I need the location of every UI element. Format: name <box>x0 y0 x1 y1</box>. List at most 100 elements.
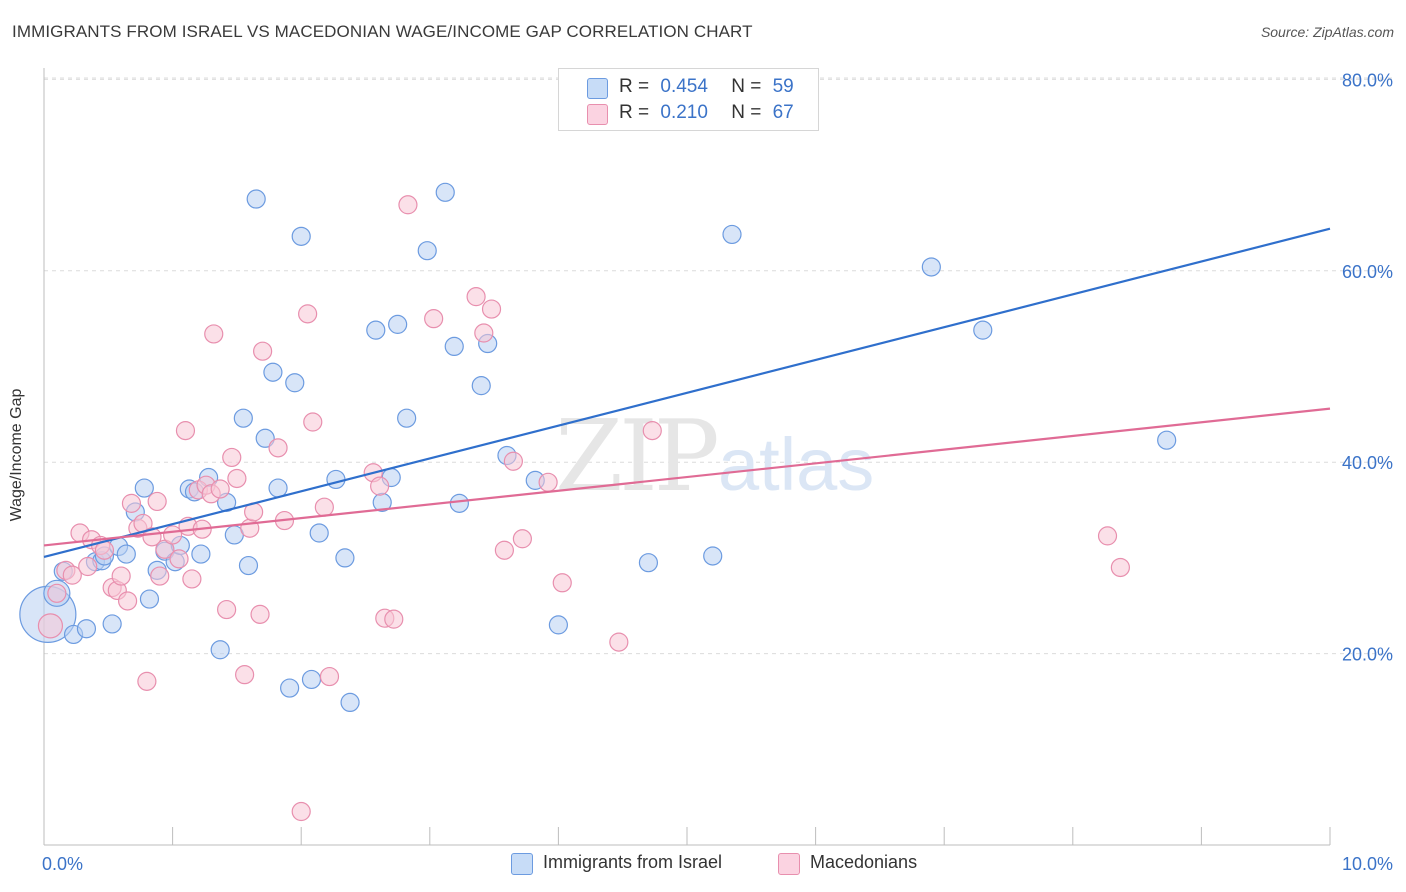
macedonian-point <box>268 438 288 458</box>
legend-r-label: R = <box>619 102 650 123</box>
y-tick-label: 80.0% <box>1342 70 1393 90</box>
macedonian-point <box>424 309 444 329</box>
macedonian-point <box>210 479 230 499</box>
israel-point <box>340 692 360 713</box>
legend-n-value: 59 <box>772 76 794 97</box>
legend: R = 0.454 N = 59 R = 0.210 N = 67 <box>558 68 819 131</box>
points-layer <box>19 182 1177 822</box>
macedonian-point <box>370 476 390 496</box>
israel-point <box>263 362 283 382</box>
macedonian-point <box>182 569 202 589</box>
macedonian-point <box>222 447 242 468</box>
macedonian-point <box>642 421 662 441</box>
israel-point <box>134 478 154 498</box>
israel-point <box>280 678 300 698</box>
macedonian-point <box>314 497 334 517</box>
bottom-legend-swatch-macedonians <box>778 853 800 875</box>
x-tick-label: 10.0% <box>1342 854 1393 874</box>
legend-swatch-macedonians <box>587 104 608 125</box>
legend-n-label: N = <box>731 102 762 123</box>
macedonian-point <box>512 529 532 549</box>
macedonian-point <box>481 299 502 319</box>
macedonian-point <box>291 801 311 822</box>
macedonian-point <box>503 451 523 471</box>
israel-point <box>388 314 408 334</box>
bottom-legend-label-israel: Immigrants from Israel <box>543 852 723 872</box>
macedonian-point <box>384 609 404 629</box>
macedonian-point <box>250 604 270 624</box>
macedonian-point <box>319 666 340 687</box>
macedonian-point <box>175 421 196 441</box>
macedonian-point <box>142 527 162 547</box>
israel-point <box>444 336 464 357</box>
israel-point <box>285 373 305 393</box>
israel-point <box>238 555 259 576</box>
israel-point <box>139 589 160 609</box>
legend-r-label: R = <box>619 76 650 97</box>
chart-title: IMMIGRANTS FROM ISRAEL VS MACEDONIAN WAG… <box>12 22 753 41</box>
macedonian-point <box>47 583 67 603</box>
israel-point <box>366 320 386 340</box>
macedonian-point <box>552 573 572 593</box>
macedonian-point <box>78 556 98 577</box>
israel-point <box>435 182 455 202</box>
macedonian-point <box>117 591 138 611</box>
israel-point <box>973 320 993 340</box>
israel-point <box>255 428 275 448</box>
macedonian-point <box>474 323 494 343</box>
macedonian-point <box>137 671 157 691</box>
israel-trend-line <box>43 227 1331 559</box>
legend-n-value: 67 <box>772 102 794 123</box>
macedonian-point <box>147 491 167 512</box>
watermark-zip: ZIP <box>555 400 717 514</box>
israel-point <box>638 553 659 573</box>
chart-source: Source: ZipAtlas.com <box>1260 24 1394 40</box>
israel-point <box>417 241 437 261</box>
bottom-legend-label-macedonians: Macedonians <box>810 852 918 872</box>
israel-point <box>397 408 417 428</box>
macedonian-point <box>298 304 318 324</box>
israel-point <box>326 469 346 490</box>
macedonian-point <box>37 613 64 639</box>
israel-point <box>233 408 253 428</box>
israel-point <box>921 257 941 277</box>
israel-point <box>191 544 211 564</box>
macedonian-point <box>227 468 247 489</box>
israel-point <box>116 544 136 564</box>
israel-point <box>703 546 723 566</box>
macedonian-point <box>62 565 82 585</box>
israel-point <box>548 615 569 635</box>
macedonian-point <box>204 324 224 344</box>
israel-point <box>301 669 322 690</box>
macedonian-point <box>303 412 323 432</box>
israel-point <box>335 548 355 568</box>
israel-point <box>291 226 311 246</box>
y-tick-label: 40.0% <box>1342 453 1393 473</box>
israel-point <box>210 640 230 660</box>
macedonian-point <box>169 549 189 569</box>
y-tick-label: 20.0% <box>1342 645 1393 665</box>
macedonian-point <box>111 566 131 586</box>
bottom-legend-swatch-israel <box>511 853 533 875</box>
israel-point <box>76 619 97 639</box>
trend-layer <box>43 227 1331 559</box>
israel-point <box>449 493 469 513</box>
macedonian-trend-line <box>43 407 1331 547</box>
macedonian-point <box>217 599 237 620</box>
macedonian-point <box>1097 526 1118 546</box>
israel-point <box>309 523 329 543</box>
tick-labels: 20.0% 40.0% 60.0% 80.0% 0.0% 10.0% <box>42 70 1393 874</box>
x-tick-label: 0.0% <box>42 854 83 874</box>
israel-point <box>246 189 266 209</box>
macedonian-point <box>494 540 514 560</box>
macedonian-point <box>609 632 629 652</box>
watermark: ZIP atlas <box>555 400 874 514</box>
macedonian-point <box>235 665 255 685</box>
israel-point <box>1157 430 1177 450</box>
macedonian-point <box>538 472 558 492</box>
macedonian-point <box>1110 557 1130 578</box>
macedonian-point <box>253 341 273 361</box>
israel-point <box>268 478 288 498</box>
israel-point <box>471 376 491 396</box>
